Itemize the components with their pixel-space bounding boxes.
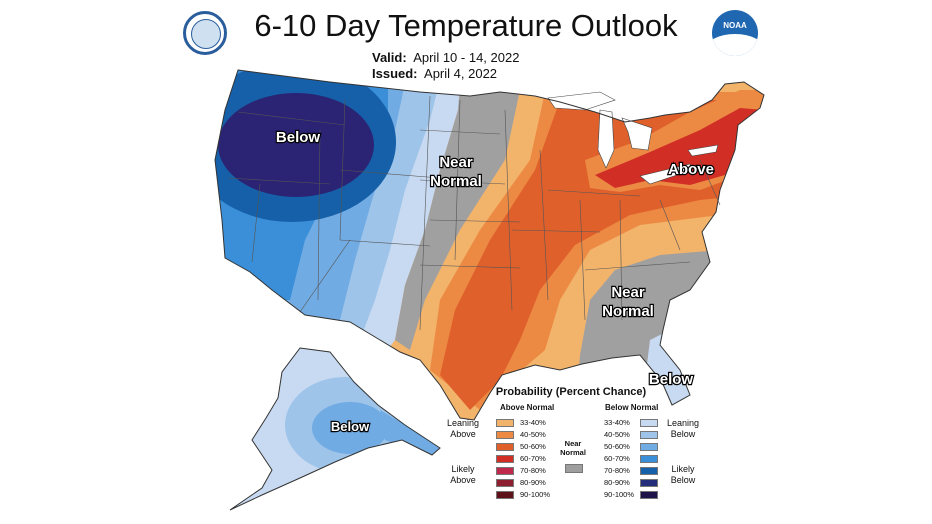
legend-above-label: 90-100% xyxy=(520,490,551,499)
legend-above-swatch xyxy=(496,491,514,499)
label-florida-below: Below xyxy=(649,371,694,388)
legend-below-row: 50-60% xyxy=(604,442,664,452)
legend-leaning-above: Leaning Above xyxy=(446,418,480,439)
conus-region xyxy=(215,70,764,420)
legend-above-swatch xyxy=(496,443,514,451)
legend-above-label: 70-80% xyxy=(520,466,546,475)
map-title: 6-10 Day Temperature Outlook xyxy=(254,8,678,43)
label-ne-above: Above xyxy=(668,161,714,178)
label-alaska-below: Below xyxy=(331,419,370,434)
legend-below-swatch xyxy=(640,467,658,475)
commerce-seal-logo xyxy=(183,11,227,55)
legend-below-row: 90-100% xyxy=(604,490,664,500)
legend-above-row: 70-80% xyxy=(496,466,556,476)
legend-below-label: 70-80% xyxy=(604,466,630,475)
label-se-near: Near xyxy=(611,284,645,301)
legend-below-row: 33-40% xyxy=(604,418,664,428)
legend-above-swatch xyxy=(496,455,514,463)
legend-above-swatch xyxy=(496,467,514,475)
legend-below-label: 40-50% xyxy=(604,430,630,439)
legend-below-header: Below Normal xyxy=(605,403,659,412)
legend-above-row: 50-60% xyxy=(496,442,556,452)
legend-near-normal: Near Normal xyxy=(560,439,586,457)
probability-legend: Probability (Percent Chance) Above Norma… xyxy=(440,384,702,514)
legend-below-swatch xyxy=(640,491,658,499)
legend-above-row: 60-70% xyxy=(496,454,556,464)
label-central-near: Near xyxy=(439,154,473,171)
legend-below-swatch xyxy=(640,419,658,427)
legend-below-swatch xyxy=(640,443,658,451)
legend-below-label: 60-70% xyxy=(604,454,630,463)
legend-below-row: 60-70% xyxy=(604,454,664,464)
legend-above-label: 40-50% xyxy=(520,430,546,439)
legend-leaning-below: Leaning Below xyxy=(666,418,700,439)
legend-below-row: 40-50% xyxy=(604,430,664,440)
legend-title: Probability (Percent Chance) xyxy=(495,386,647,398)
legend-below-label: 80-90% xyxy=(604,478,630,487)
legend-below-label: 90-100% xyxy=(604,490,635,499)
legend-below-label: 50-60% xyxy=(604,442,630,451)
label-west-below: Below xyxy=(276,129,321,146)
legend-below-row: 80-90% xyxy=(604,478,664,488)
noaa-logo-text: NOAA xyxy=(723,21,747,30)
legend-above-row: 40-50% xyxy=(496,430,556,440)
legend-above-swatch xyxy=(496,431,514,439)
legend-above-swatch xyxy=(496,419,514,427)
legend-above-row: 90-100% xyxy=(496,490,556,500)
valid-value: April 10 - 14, 2022 xyxy=(413,50,520,65)
issued-label: Issued: xyxy=(372,66,418,81)
legend-above-label: 33-40% xyxy=(520,418,546,427)
noaa-logo: NOAA xyxy=(712,10,758,56)
valid-label: Valid: xyxy=(372,50,407,65)
legend-below-swatch xyxy=(640,455,658,463)
legend-likely-below: Likely Below xyxy=(670,464,696,485)
legend-above-label: 80-90% xyxy=(520,478,546,487)
legend-above-row: 80-90% xyxy=(496,478,556,488)
legend-above-label: 50-60% xyxy=(520,442,546,451)
legend-near-normal-swatch xyxy=(565,464,583,473)
outlook-dates: Valid: April 10 - 14, 2022 Issued: April… xyxy=(372,50,519,82)
legend-above-row: 33-40% xyxy=(496,418,556,428)
great-lakes xyxy=(547,91,719,185)
legend-above-label: 60-70% xyxy=(520,454,546,463)
legend-above-swatch xyxy=(496,479,514,487)
legend-below-label: 33-40% xyxy=(604,418,630,427)
legend-below-swatch xyxy=(640,479,658,487)
legend-likely-above: Likely Above xyxy=(450,464,476,485)
conus-outline xyxy=(214,69,765,421)
issued-value: April 4, 2022 xyxy=(424,66,498,81)
label-central-normal: Normal xyxy=(430,173,482,190)
label-se-normal: Normal xyxy=(602,303,654,320)
alaska-outline xyxy=(229,347,441,511)
state-borders xyxy=(227,95,721,331)
legend-below-swatch xyxy=(640,431,658,439)
legend-below-row: 70-80% xyxy=(604,466,664,476)
legend-above-header: Above Normal xyxy=(500,403,555,412)
